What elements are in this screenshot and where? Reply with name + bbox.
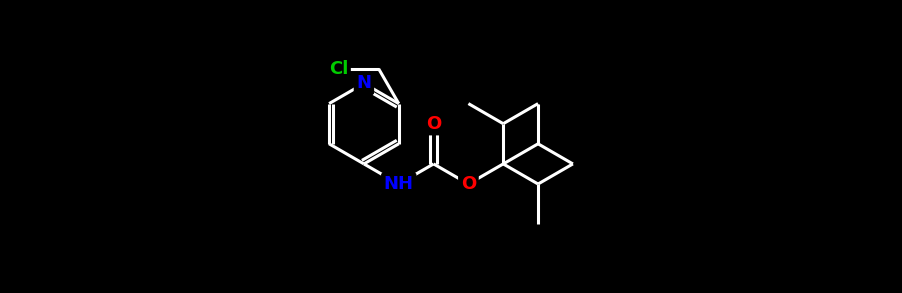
Text: O: O — [426, 115, 441, 133]
Text: NH: NH — [383, 175, 414, 193]
Text: Cl: Cl — [328, 60, 348, 78]
Text: O: O — [461, 175, 476, 193]
Text: N: N — [356, 74, 372, 93]
